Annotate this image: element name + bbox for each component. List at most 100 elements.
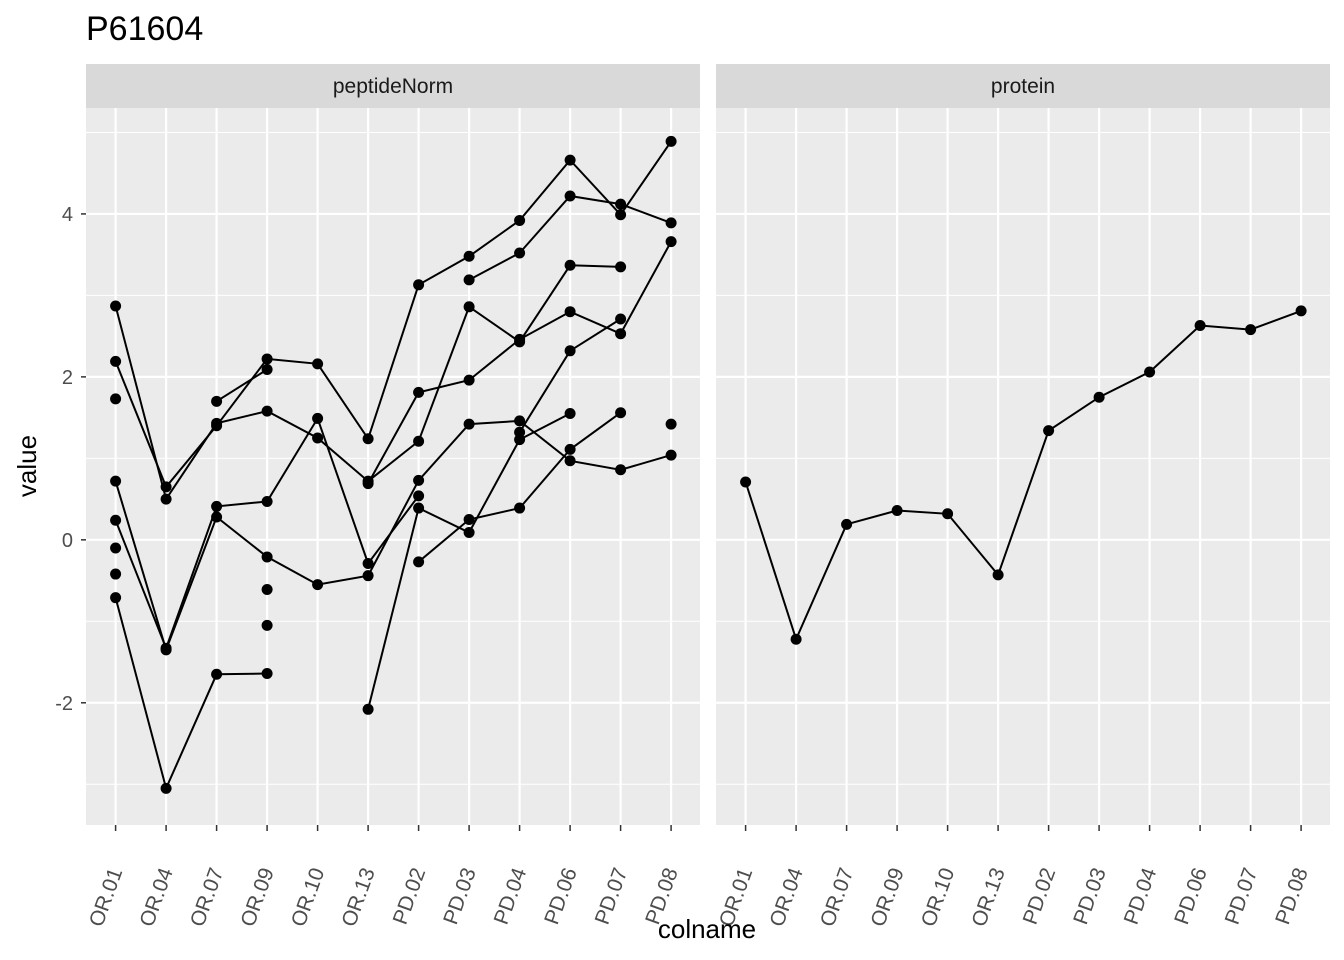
data-point <box>463 250 475 262</box>
data-point <box>615 328 627 340</box>
data-point <box>261 405 273 417</box>
data-point <box>110 542 122 554</box>
data-point <box>564 345 576 357</box>
series-peptideNorm-11 <box>413 407 627 568</box>
series-line <box>216 368 268 403</box>
data-point <box>665 418 677 430</box>
series-peptideNorm-9 <box>261 619 273 631</box>
data-point <box>362 703 374 715</box>
x-tick-label: PD.08 <box>1271 865 1313 928</box>
data-point <box>514 214 526 226</box>
x-tick-label: OR.09 <box>236 865 278 930</box>
data-point <box>110 393 122 405</box>
x-tick-label: OR.10 <box>287 865 329 930</box>
data-point <box>110 355 122 367</box>
series-peptideNorm-14 <box>665 418 677 430</box>
data-point <box>160 481 172 493</box>
data-point <box>362 433 374 445</box>
data-point <box>463 526 475 538</box>
series-peptideNorm-2 <box>110 393 122 405</box>
data-point <box>160 493 172 505</box>
x-tick-label: OR.04 <box>135 865 177 930</box>
data-point <box>110 475 122 487</box>
data-point <box>564 259 576 271</box>
data-point <box>261 619 273 631</box>
series-line <box>744 309 1302 643</box>
x-tick-label: OR.13 <box>337 865 379 930</box>
data-point <box>514 502 526 514</box>
x-tick-label: OR.07 <box>186 865 228 930</box>
data-point <box>110 592 122 604</box>
x-tick-label: PD.02 <box>389 865 431 928</box>
data-point <box>110 514 122 526</box>
series-peptideNorm-10 <box>362 236 677 490</box>
x-tick-label: OR.01 <box>85 865 127 930</box>
data-point <box>160 642 172 654</box>
series-peptideNorm-6 <box>110 568 273 596</box>
data-point <box>514 333 526 345</box>
data-point <box>261 584 273 596</box>
x-tick-label: PD.02 <box>1019 865 1061 928</box>
facet-strip <box>86 64 700 108</box>
y-tick-label: 0 <box>62 530 73 552</box>
data-point <box>615 209 627 221</box>
data-point <box>615 261 627 273</box>
x-tick-label: OR.04 <box>765 865 807 930</box>
panel-background <box>86 108 700 825</box>
data-point <box>665 449 677 461</box>
data-point <box>110 568 122 580</box>
data-point <box>413 435 425 447</box>
data-point <box>1144 366 1156 378</box>
data-point <box>312 358 324 370</box>
data-point <box>740 476 752 488</box>
data-point <box>413 502 425 514</box>
data-point <box>1295 305 1307 317</box>
x-tick-label: PD.04 <box>1120 865 1162 928</box>
x-axis-title: colname <box>658 914 756 944</box>
data-point <box>1093 391 1105 403</box>
data-point <box>413 556 425 568</box>
panel-background <box>716 108 1330 825</box>
data-point <box>841 518 853 530</box>
data-point <box>992 569 1004 581</box>
data-point <box>665 236 677 248</box>
x-tick-label: OR.13 <box>967 865 1009 930</box>
series-peptideNorm-13 <box>514 313 627 438</box>
data-point <box>1194 320 1206 332</box>
data-point <box>564 190 576 202</box>
data-point <box>463 274 475 286</box>
data-point <box>1245 324 1257 336</box>
data-point <box>463 418 475 430</box>
data-point <box>564 154 576 166</box>
y-tick-label: -2 <box>55 693 73 715</box>
data-point <box>261 667 273 679</box>
x-tick-label: PD.03 <box>439 865 481 928</box>
data-point <box>514 426 526 438</box>
data-point <box>615 464 627 476</box>
x-tick-label: PD.07 <box>591 865 633 928</box>
x-tick-label: PD.06 <box>1170 865 1212 928</box>
data-point <box>564 408 576 420</box>
data-point <box>665 135 677 147</box>
series-line <box>114 597 268 792</box>
series-line <box>114 140 672 489</box>
data-point <box>312 412 324 424</box>
data-point <box>463 301 475 313</box>
data-point <box>790 633 802 645</box>
data-point <box>261 353 273 365</box>
panel-peptideNorm: peptideNorm OR.01 OR.04 OR.07 OR.09 OR.10 OR.1… <box>85 64 700 930</box>
series-peptideNorm-12 <box>463 190 677 286</box>
data-point <box>312 579 324 591</box>
data-point <box>362 570 374 582</box>
data-point <box>110 300 122 312</box>
data-point <box>615 313 627 325</box>
series-peptideNorm-5 <box>110 542 122 554</box>
data-point <box>514 415 526 427</box>
x-tick-label: PD.07 <box>1221 865 1263 928</box>
data-point <box>564 455 576 467</box>
data-point <box>413 279 425 291</box>
data-point <box>1043 425 1055 437</box>
data-point <box>413 474 425 486</box>
series-peptideNorm-7 <box>110 408 576 794</box>
